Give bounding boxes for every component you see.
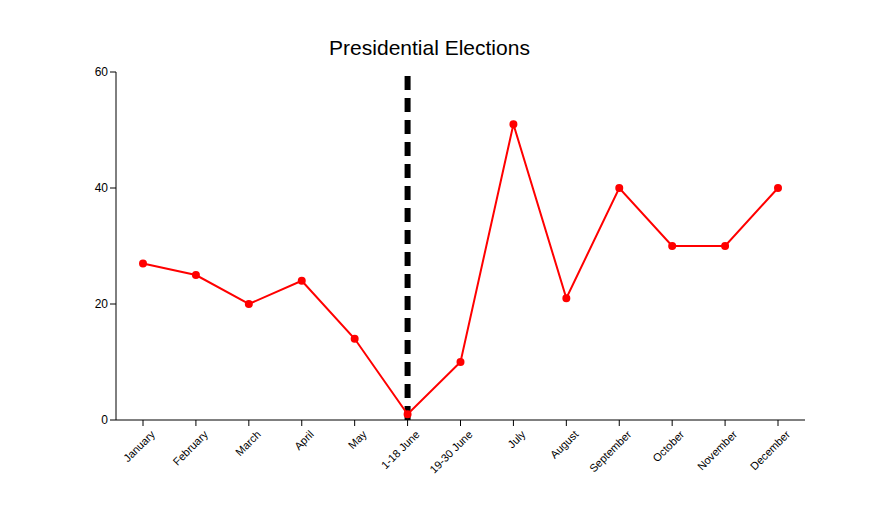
svg-text:October: October	[650, 428, 686, 464]
svg-text:May: May	[346, 428, 370, 452]
svg-text:December: December	[748, 428, 793, 473]
svg-text:60: 60	[95, 65, 109, 79]
svg-text:January: January	[121, 428, 158, 465]
svg-text:March: March	[233, 428, 263, 458]
svg-text:20: 20	[95, 297, 109, 311]
svg-text:0: 0	[101, 413, 108, 427]
html-text:Presidential Elections: Presidential Elections	[329, 36, 530, 59]
svg-text:19-30 June: 19-30 June	[427, 428, 474, 475]
svg-text:September: September	[587, 428, 634, 475]
svg-text:1-18 June: 1-18 June	[379, 428, 422, 471]
svg-text:February: February	[170, 428, 210, 468]
svg-text:40: 40	[95, 181, 109, 195]
svg-text:July: July	[505, 428, 528, 451]
svg-text:November: November	[695, 428, 740, 473]
svg-text:April: April	[292, 428, 316, 452]
svg-text:August: August	[548, 428, 581, 461]
